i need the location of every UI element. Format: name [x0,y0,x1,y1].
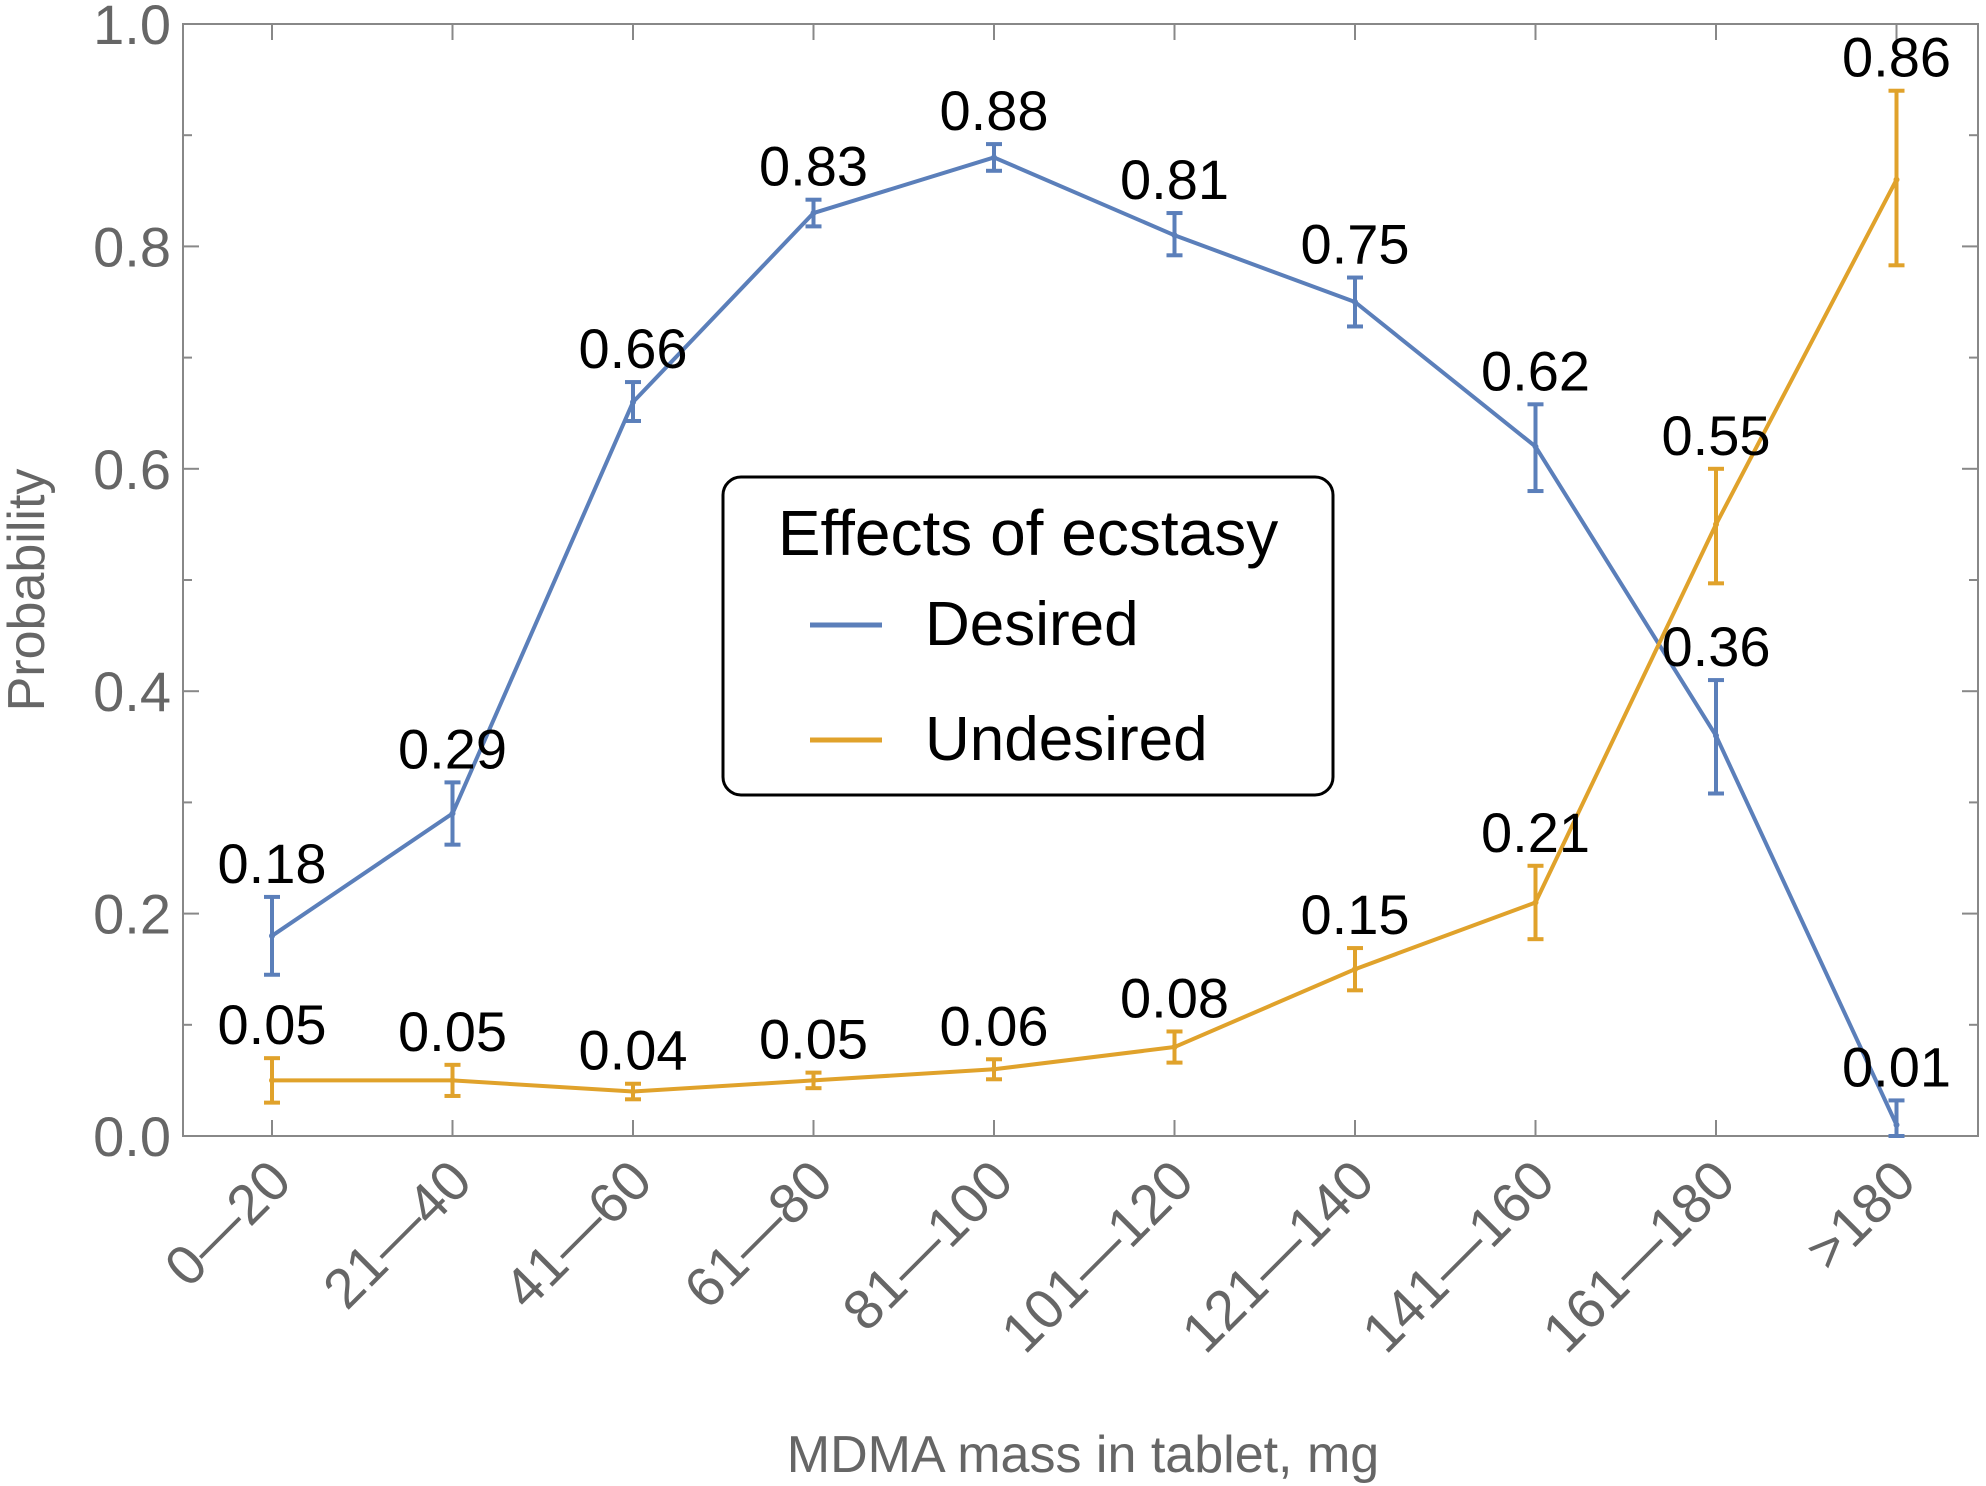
data-label-undesired: 0.86 [1842,26,1951,89]
y-axis: 0.0 0.2 0.4 0.6 0.8 1.0 [93,0,1978,1168]
data-point-desired [991,154,997,161]
data-point-undesired [1713,521,1719,528]
data-point-undesired [810,1077,817,1084]
series-layer [264,88,1905,1138]
data-point-desired [1352,299,1358,305]
legend-label-undesired: Undesired [925,705,1208,774]
data-label-desired: 0.75 [1301,213,1410,276]
data-point-undesired [991,1066,997,1073]
data-label-desired: 0.01 [1842,1035,1951,1098]
series-line-undesired [272,178,1899,1094]
legend: Effects of ecstasy Desired Undesired [721,475,1335,797]
data-label-desired: 0.18 [218,832,327,895]
x-tick-label: 21—40 [311,1148,483,1320]
data-point-desired [1713,732,1719,739]
x-tick-label: 121—140 [1169,1148,1385,1364]
data-label-undesired: 0.06 [940,994,1049,1057]
data-label-desired: 0.66 [579,317,688,380]
y-tick-label: 0.6 [93,438,171,501]
data-labels: 0.18 0.29 0.66 0.83 0.88 0.81 0.75 0.62 0.36 0.01… [218,26,1952,1099]
data-point-desired [630,399,636,406]
data-label-desired: 0.81 [1120,148,1229,211]
data-point-desired [810,210,817,217]
data-point-desired [269,932,275,939]
data-label-undesired: 0.08 [1120,966,1229,1029]
x-tick-label: 41—60 [491,1148,663,1320]
data-point-undesired [1532,899,1539,906]
data-point-desired [1532,443,1539,450]
data-label-desired: 0.88 [940,79,1049,142]
data-point-undesired [630,1088,636,1095]
y-tick-label: 0.0 [93,1105,171,1168]
data-point-desired [449,810,456,817]
y-tick-label: 0.2 [93,883,171,946]
data-label-desired: 0.29 [398,717,507,780]
data-label-undesired: 0.04 [579,1019,688,1082]
legend-title: Effects of ecstasy [778,497,1278,569]
error-bar-desired [1888,1098,1905,1138]
x-tick-label: 101—120 [989,1148,1205,1364]
x-tick-label: 161—180 [1530,1148,1746,1364]
y-tick-label: 0.4 [93,660,171,723]
data-label-undesired: 0.05 [759,1008,868,1071]
data-point-undesired [449,1077,456,1084]
data-label-undesired: 0.21 [1481,801,1590,864]
data-label-undesired: 0.05 [218,993,327,1056]
data-point-undesired [1893,176,1900,183]
data-point-desired [1171,232,1178,239]
x-tick-label: 61—80 [672,1148,844,1320]
data-label-undesired: 0.15 [1301,883,1410,946]
data-label-desired: 0.36 [1662,615,1771,678]
x-tick-label: >180 [1793,1148,1927,1282]
y-tick-label: 1.0 [93,0,171,56]
data-point-undesired [269,1077,275,1084]
legend-label-desired: Desired [925,590,1139,659]
data-label-undesired: 0.05 [398,1000,507,1063]
x-tick-label: 0—20 [152,1148,302,1298]
x-axis-title: MDMA mass in tablet, mg [787,1426,1379,1484]
x-tick-label: 141—160 [1350,1148,1566,1364]
data-point-undesired [1352,966,1358,973]
y-axis-title: Probability [0,469,56,712]
series-line-desired [270,155,1899,1126]
data-label-desired: 0.83 [759,135,868,198]
data-label-desired: 0.62 [1481,339,1590,402]
data-point-desired [1893,1121,1900,1128]
data-point-undesired [1171,1044,1178,1051]
y-tick-label: 0.8 [93,215,171,278]
legend-box [721,475,1335,797]
data-label-undesired: 0.55 [1662,404,1771,467]
